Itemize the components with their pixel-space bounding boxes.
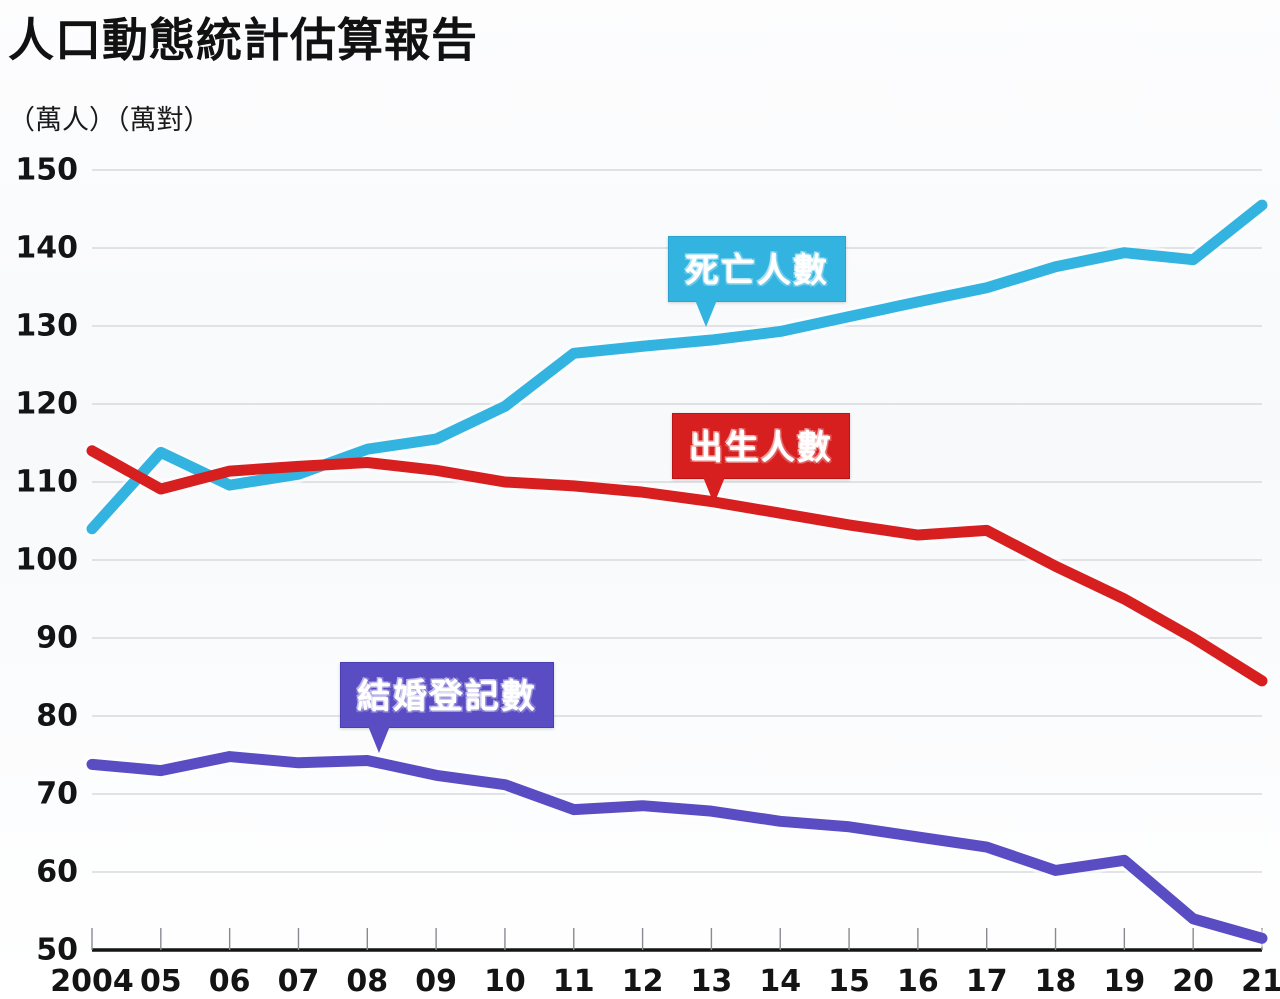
x-tick-label: 11 xyxy=(552,964,595,999)
y-tick-label: 70 xyxy=(36,776,78,812)
series-label-births: 出生人數 xyxy=(672,413,850,504)
callout-tail-icon xyxy=(368,726,390,753)
series-line-死亡人數 xyxy=(86,199,1268,535)
series-label-deaths-text: 死亡人數 xyxy=(685,251,829,291)
page-title: 人口動態統計估算報告 xyxy=(8,13,478,67)
y-tick-label: 60 xyxy=(36,854,78,890)
y-tick-label: 120 xyxy=(15,386,78,422)
y-tick-label: 130 xyxy=(15,308,78,344)
x-tick-label: 19 xyxy=(1103,964,1146,999)
series-line-出生人數 xyxy=(86,445,1268,687)
y-tick-label: 90 xyxy=(36,620,78,656)
y-tick-label: 110 xyxy=(15,464,78,500)
x-tick-label: 08 xyxy=(346,964,389,999)
x-tick-label: 20 xyxy=(1172,964,1215,999)
series-line-結婚登記數 xyxy=(86,751,1268,944)
series-label-births-text: 出生人數 xyxy=(689,428,833,468)
callout-tail-icon xyxy=(703,477,725,504)
x-tick-label: 06 xyxy=(208,964,251,999)
x-tick-label: 18 xyxy=(1034,964,1077,999)
x-tick-label: 09 xyxy=(415,964,457,999)
x-tick-label: 21 xyxy=(1241,964,1280,999)
x-tick-label: 16 xyxy=(897,964,939,999)
x-tick-label: 14 xyxy=(759,964,802,999)
y-tick-label: 50 xyxy=(36,932,78,968)
y-tick-label: 150 xyxy=(15,152,78,188)
x-tick-label: 05 xyxy=(139,964,182,999)
y-axis-unit-label: （萬人）（萬對） xyxy=(8,105,211,136)
y-tick-label: 100 xyxy=(15,542,78,578)
series-label-marriages: 結婚登記數 xyxy=(340,662,554,753)
x-tick-label: 17 xyxy=(965,964,1008,999)
x-tick-label: 07 xyxy=(277,964,320,999)
callout-tail-icon xyxy=(695,300,717,327)
y-tick-label: 80 xyxy=(36,698,78,734)
series-label-deaths: 死亡人數 xyxy=(668,236,846,327)
x-tick-label: 12 xyxy=(621,964,664,999)
x-tick-label: 13 xyxy=(690,964,733,999)
x-tick-label: 2004 xyxy=(50,964,134,999)
x-tick-label: 15 xyxy=(828,964,870,999)
series-label-marriages-text: 結婚登記數 xyxy=(357,677,537,717)
x-tick-label: 10 xyxy=(484,964,526,999)
y-tick-label: 140 xyxy=(15,230,78,266)
series-halo-結婚登記數 xyxy=(83,748,1271,947)
